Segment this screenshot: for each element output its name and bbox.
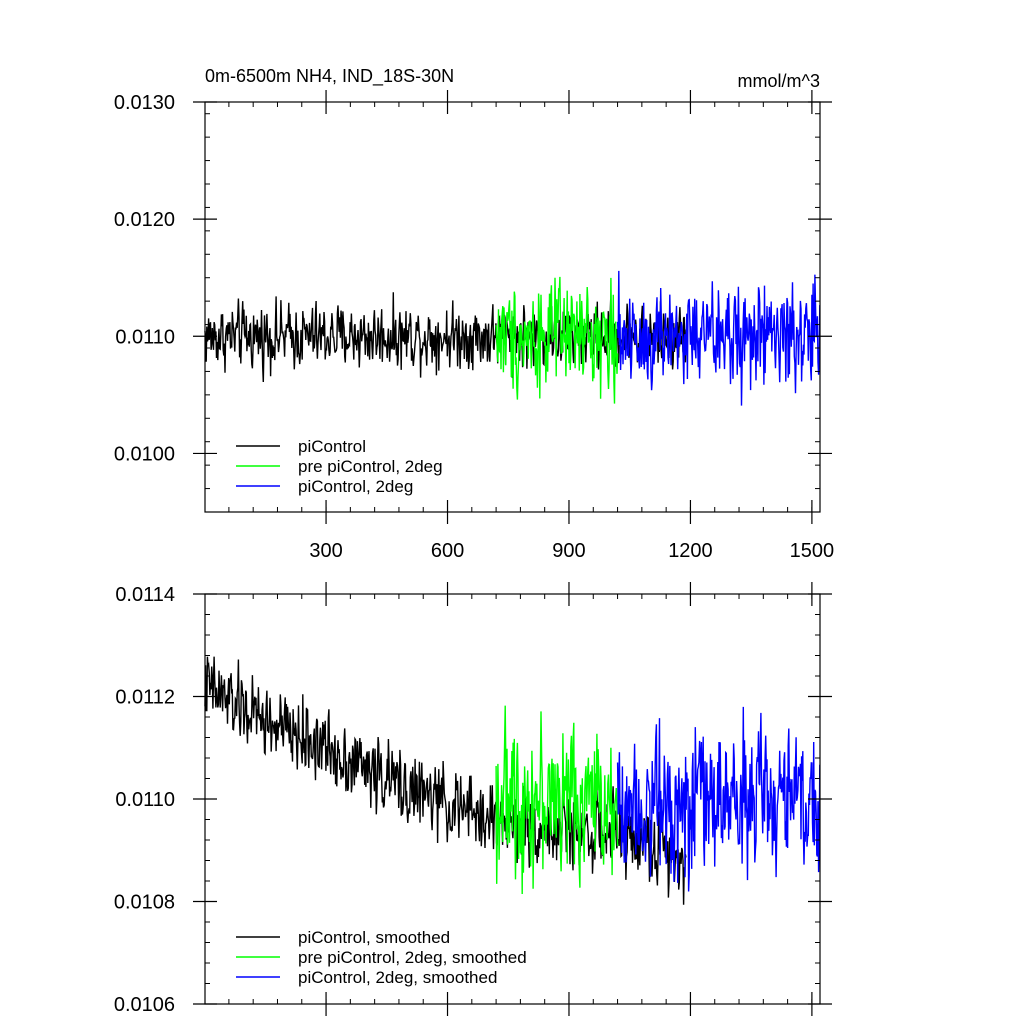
y-tick-label: 0.0130 xyxy=(114,92,175,114)
y-tick-label: 0.0110 xyxy=(115,326,175,348)
x-tick-label: 600 xyxy=(431,540,464,562)
series-line-picontrol-smoothed xyxy=(204,656,687,905)
units-label: mmol/m^3 xyxy=(738,71,820,91)
legend-label: piControl xyxy=(298,437,366,456)
legend-label: piControl, 2deg xyxy=(298,477,413,496)
x-tick-label: 1500 xyxy=(790,540,835,562)
series-line-picontrol-2deg xyxy=(616,270,821,406)
bottom-panel: 0.0106 0.0108 0.0110 0.0112 0.0114 piControl,… xyxy=(114,582,832,1016)
x-tick-label: 1200 xyxy=(668,540,713,562)
y-tick-label: 0.0112 xyxy=(115,687,175,709)
legend-label: piControl, 2deg, smoothed xyxy=(298,968,497,987)
y-tick-label: 0.0106 xyxy=(114,994,175,1016)
plot-title: 0m-6500m NH4, IND_18S-30N xyxy=(205,66,454,87)
plot-frame xyxy=(204,101,821,513)
y-tick-label: 0.0110 xyxy=(115,789,175,811)
x-tick-label: 900 xyxy=(552,540,585,562)
legend-label: pre piControl, 2deg xyxy=(298,457,443,476)
series-line-picontrol-2deg-smoothed xyxy=(616,706,821,892)
legend-label: piControl, smoothed xyxy=(298,928,450,947)
y-tick-label: 0.0100 xyxy=(114,443,175,465)
series-line-pre-picontrol-2deg-smoothed xyxy=(495,705,619,895)
legend-label: pre piControl, 2deg, smoothed xyxy=(298,948,527,967)
y-tick-label: 0.0120 xyxy=(114,209,175,231)
series-line-pre-picontrol-2deg xyxy=(495,276,619,404)
x-tick-label: 300 xyxy=(309,540,342,562)
top-panel: 0.0100 0.0110 0.0120 0.0130 300 600 900 1200 150… xyxy=(114,90,834,562)
y-tick-label: 0.0108 xyxy=(114,892,175,914)
y-tick-label: 0.0114 xyxy=(115,584,175,606)
